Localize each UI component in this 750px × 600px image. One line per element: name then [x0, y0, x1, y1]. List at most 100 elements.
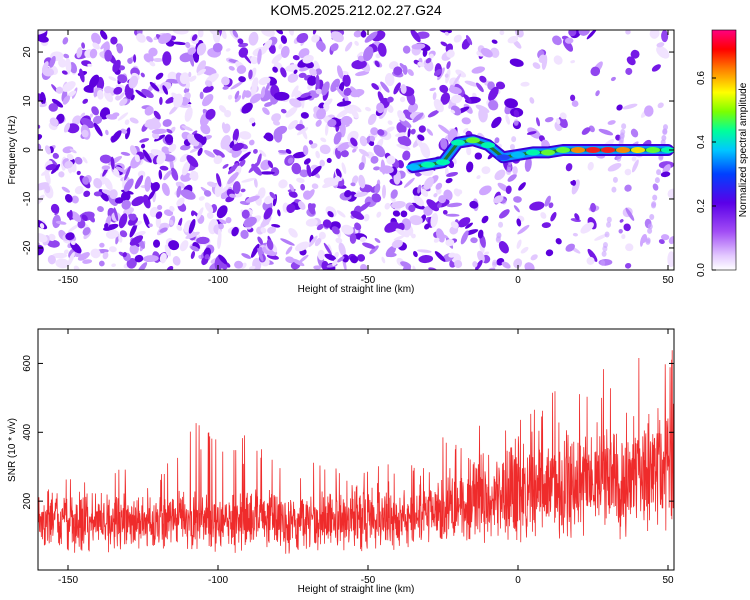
- spectrogram-blob: [320, 137, 327, 143]
- spectrogram-blob: [272, 120, 280, 126]
- spectrogram-blob: [219, 219, 227, 225]
- spectrogram-blob: [465, 222, 474, 229]
- spectrogram-blob: [439, 30, 452, 34]
- spectrogram-blob: [477, 229, 484, 239]
- spectrogram-blob: [377, 91, 385, 104]
- spectrogram-blob: [168, 240, 180, 251]
- spectrogram-blob: [287, 73, 299, 83]
- spectrogram-blob: [243, 90, 252, 98]
- spectrogram-blob: [264, 195, 274, 205]
- spectrogram-blob: [369, 135, 376, 142]
- spectrogram-blob: [499, 30, 505, 36]
- spectrogram-blob: [450, 109, 456, 114]
- spectrogram-blob: [571, 179, 580, 195]
- spectrogram-blob: [149, 61, 156, 67]
- spectrogram-blob: [371, 83, 380, 90]
- spectrogram-blob: [218, 223, 224, 230]
- spectrogram-y-tick-label: -20: [22, 240, 33, 255]
- spectrogram-blob: [61, 70, 68, 75]
- spectrogram-blob: [574, 213, 580, 221]
- spectrogram-blob: [181, 125, 193, 131]
- spectrogram-blob: [259, 149, 267, 157]
- spectrogram-blob: [221, 263, 228, 270]
- spectrogram-blob: [384, 202, 391, 210]
- spectrogram-blob: [118, 234, 123, 243]
- spectrogram-blob: [418, 255, 434, 264]
- spectrogram-blob: [292, 55, 300, 61]
- spectrogram-blob: [481, 166, 491, 175]
- snr-x-tick-label: -100: [208, 575, 228, 586]
- spectrogram-blob: [351, 175, 359, 185]
- spectrogram-blob: [322, 219, 332, 228]
- spectrogram-blob: [350, 182, 356, 187]
- spectrogram-blob: [155, 211, 163, 219]
- spectrogram-blob: [454, 260, 463, 268]
- spectrogram-blob: [140, 143, 146, 149]
- spectrogram-streak: [621, 123, 627, 130]
- spectrogram-blob: [299, 169, 309, 178]
- spectrogram-blob: [248, 139, 255, 146]
- spectrogram-blob: [202, 94, 214, 107]
- spectrogram-blob: [172, 256, 181, 266]
- spectrogram-blob: [82, 176, 90, 185]
- spectrogram-blob: [116, 43, 124, 54]
- spectrogram-blob: [180, 189, 196, 200]
- spectrogram-blob: [277, 209, 281, 217]
- spectrogram-blob: [129, 223, 138, 238]
- spectrogram-blob: [263, 207, 273, 220]
- spectrogram-blob: [126, 257, 137, 269]
- spectrogram-blob: [358, 174, 366, 189]
- spectrogram-blob: [227, 162, 239, 175]
- spectrogram-streak: [616, 155, 622, 162]
- spectrogram-blob: [129, 243, 139, 255]
- spectrogram-blob: [218, 254, 228, 264]
- spectrogram-blob: [186, 154, 199, 168]
- spectrogram-blob: [188, 219, 196, 234]
- spectrogram-blob: [319, 159, 325, 167]
- spectrogram-blob: [541, 222, 551, 228]
- spectrogram-x-tick-label: -50: [361, 275, 376, 286]
- spectrogram-blob: [571, 179, 577, 186]
- spectrogram-blob: [238, 76, 246, 83]
- spectrogram-blob: [291, 162, 302, 175]
- spectrogram-blob: [97, 206, 104, 213]
- spectrogram-blob: [393, 82, 401, 95]
- spectrogram-blob: [440, 41, 448, 47]
- spectrogram-blob: [285, 149, 292, 154]
- spectrogram-blob: [128, 75, 139, 89]
- spectrogram-blob: [133, 240, 140, 247]
- spectrogram-blob: [311, 183, 319, 190]
- spectrogram-blob: [466, 161, 474, 173]
- spectrogram-blob: [41, 61, 49, 74]
- spectrogram-blob: [446, 49, 455, 58]
- spectrogram-blob: [274, 125, 288, 135]
- spectrogram-blob: [553, 55, 563, 65]
- spectrogram-blob: [430, 212, 439, 228]
- spectrogram-blob: [245, 195, 260, 203]
- spectrogram-blob: [99, 242, 105, 248]
- spectrogram-blob: [172, 30, 189, 35]
- spectrogram-blob: [413, 195, 424, 207]
- spectrogram-blob: [133, 54, 137, 63]
- spectrogram-blob: [288, 120, 298, 130]
- spectrogram-blob: [292, 151, 307, 159]
- spectrogram-blob: [175, 181, 186, 189]
- spectrogram-blob: [52, 152, 59, 159]
- spectrogram-blob: [98, 189, 109, 202]
- spectrogram-blob: [392, 210, 401, 217]
- spectrogram-blob: [200, 123, 211, 135]
- spectrogram-blob: [359, 236, 367, 243]
- spectrogram-blob: [594, 233, 608, 241]
- spectrogram-blob: [91, 106, 99, 116]
- spectrogram-blob: [196, 207, 204, 220]
- spectrogram-blob: [166, 265, 174, 270]
- spectrogram-blob: [64, 160, 74, 169]
- spectrogram-blob: [62, 95, 71, 105]
- spectrogram-blob: [51, 98, 64, 108]
- spectrogram-blob: [155, 72, 164, 80]
- spectrogram-blob: [264, 82, 271, 93]
- snr-y-tick-label: 600: [22, 355, 33, 372]
- spectrogram-y-tick-label: 0: [22, 147, 33, 153]
- spectrogram-blob: [51, 252, 68, 259]
- spectrogram-blob: [122, 251, 127, 258]
